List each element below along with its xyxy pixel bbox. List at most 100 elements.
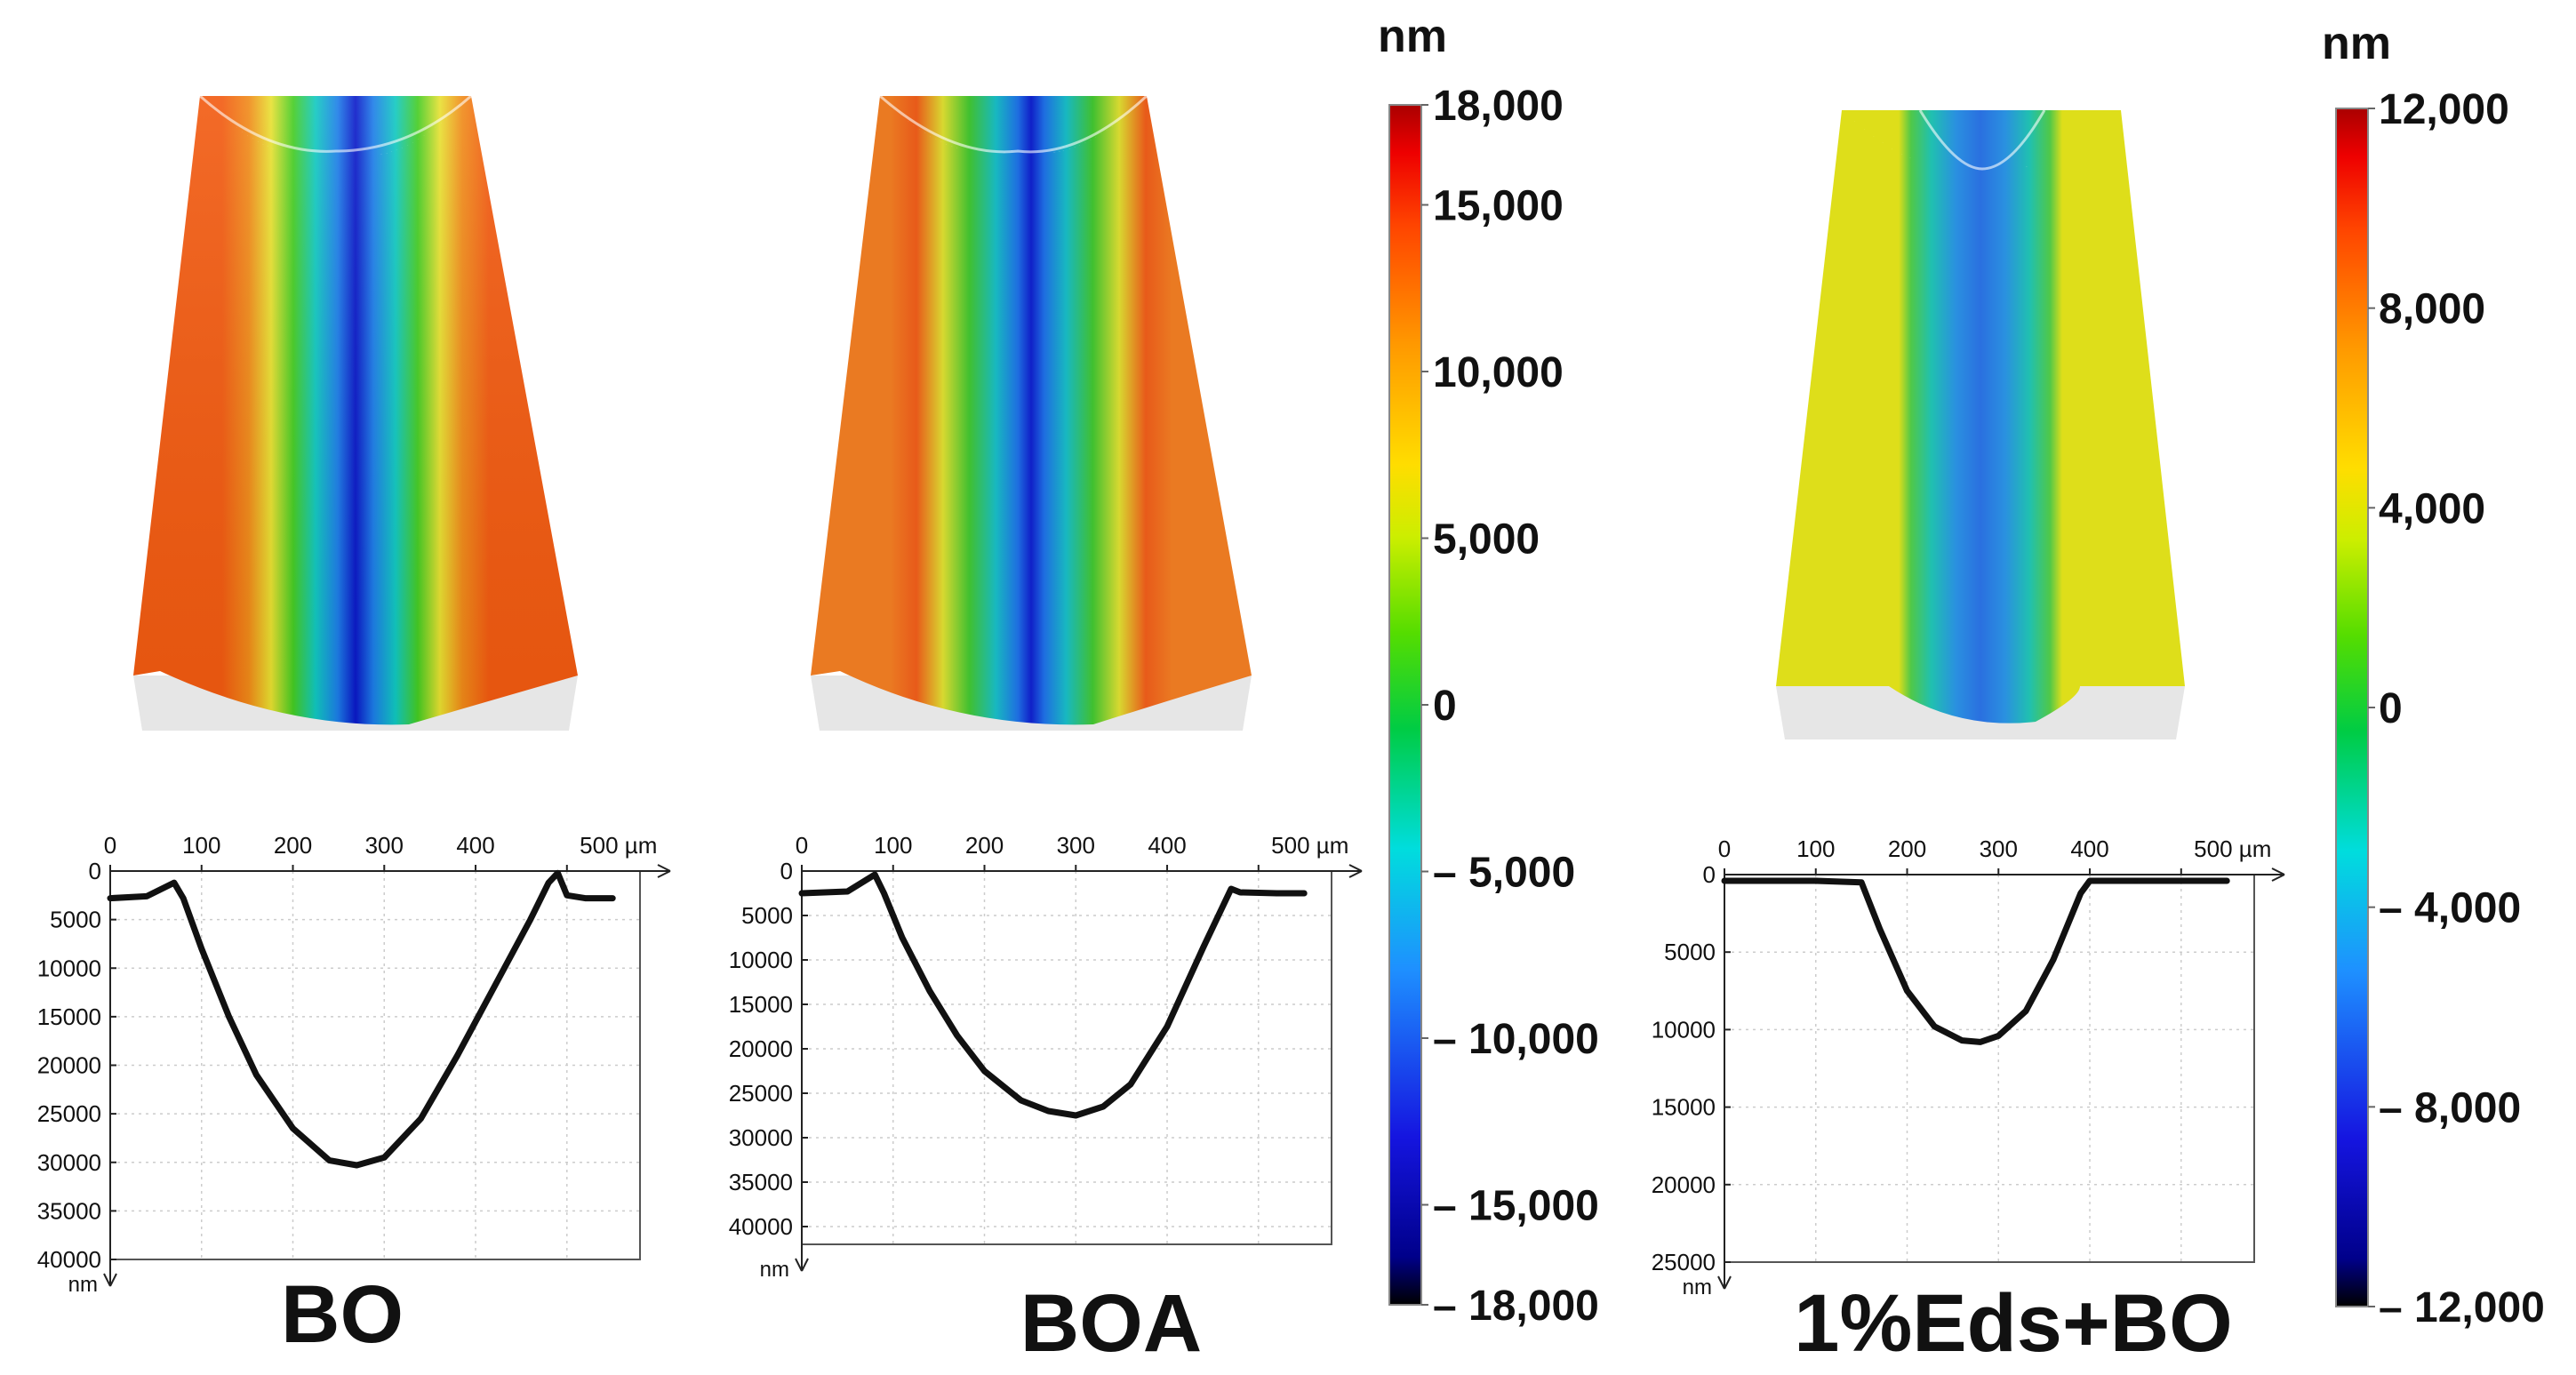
profile-point xyxy=(2132,878,2138,883)
profile-point xyxy=(454,1053,460,1059)
surface-map-eds-bo xyxy=(1776,109,2185,739)
profile-point xyxy=(2051,957,2056,963)
profile-y-tick-label: 10000 xyxy=(37,955,101,981)
profile-y-unit-label: nm xyxy=(68,1273,98,1297)
profile-x-tick-label: 100 xyxy=(182,832,220,859)
colorbar-1-unit: nm xyxy=(1378,11,1447,62)
profile-point xyxy=(327,1158,332,1163)
profile-y-tick-label: 0 xyxy=(1703,861,1716,888)
profile-x-tick-label: 300 xyxy=(1980,835,2018,862)
colorbar-2-bar xyxy=(2335,108,2369,1307)
profile-point xyxy=(1128,1082,1133,1087)
profile-x-tick-label: 100 xyxy=(874,832,912,859)
profile-point xyxy=(982,1068,988,1074)
profile-point xyxy=(227,1014,232,1019)
profile-x-tick-label: 300 xyxy=(1057,832,1095,859)
profile-x-tick-label: 0 xyxy=(1718,835,1731,862)
profile-point xyxy=(881,891,886,896)
profile-point xyxy=(1978,1039,1983,1044)
profile-y-unit-label: nm xyxy=(760,1258,789,1282)
colorbar-1-tick-label: – 15,000 xyxy=(1433,1183,1599,1230)
profile-frame xyxy=(801,870,1332,1245)
profile-y-tick-label: 15000 xyxy=(37,1003,101,1030)
colorbar-2-tick-label: 12,000 xyxy=(2379,86,2509,133)
profile-x-tick-label: 100 xyxy=(1796,835,1835,862)
profile-x-tick-label: 400 xyxy=(2070,835,2108,862)
profile-y-tick-label: 5000 xyxy=(1664,939,1716,965)
profile-x-tick-label: 0 xyxy=(104,832,116,859)
profile-point xyxy=(180,896,186,901)
profile-point xyxy=(1813,878,1819,883)
sample-label-bo: BO xyxy=(281,1269,404,1360)
profile-y-tick-label: 40000 xyxy=(37,1246,101,1273)
profile-point xyxy=(528,917,533,923)
profile-point xyxy=(556,870,561,875)
colorbar-2-tick-label: 0 xyxy=(2379,685,2403,732)
profile-x-tick-label: 0 xyxy=(796,832,808,859)
profile-line xyxy=(107,869,616,1169)
profile-point xyxy=(872,872,877,877)
colorbar-2: nm 12,000 8,000 4,000 0 – 4,000 – 8,000 – 12,0… xyxy=(2322,18,2545,1331)
sample-label-eds-bo: 1%Eds+BO xyxy=(1794,1278,2232,1369)
profile-x-tick-label: 400 xyxy=(1148,832,1186,859)
profile-point xyxy=(1722,878,1727,883)
profile-point xyxy=(582,896,588,901)
profile-point xyxy=(1228,886,1234,891)
colorbar-1-tick-label: – 5,000 xyxy=(1433,850,1575,897)
profile-point xyxy=(418,1116,423,1122)
profile-point xyxy=(1019,1098,1024,1103)
profile-y-unit-label: nm xyxy=(1683,1275,1712,1299)
surface-map-bo-texture xyxy=(133,96,578,725)
profile-plot-eds-bo: 0 100 200 300 400 500 µm 0 5000 10000 15000 20000 2… xyxy=(1652,835,2285,1299)
profile-point xyxy=(1996,1033,2001,1038)
profile-y-tick-label: 30000 xyxy=(729,1124,793,1151)
profile-plot-bo: 0 100 200 300 400 500 µm 0 5000 10000 15000 20000 2… xyxy=(37,832,671,1297)
profile-y-tick-label: 15000 xyxy=(1652,1094,1716,1121)
colorbar-2-tick-label: – 4,000 xyxy=(2379,885,2521,932)
profile-point xyxy=(1932,1024,1937,1029)
profile-point xyxy=(2224,878,2229,883)
surface-map-boa xyxy=(811,94,1252,731)
profile-point xyxy=(1959,1038,1964,1043)
profile-point xyxy=(2087,878,2092,883)
profile-point xyxy=(1301,891,1307,896)
profile-line xyxy=(1721,877,2230,1045)
profile-y-tick-label: 35000 xyxy=(37,1197,101,1224)
colorbar-1-tick-label: 10,000 xyxy=(1433,349,1564,396)
profile-y-tick-label: 40000 xyxy=(729,1213,793,1240)
surface-map-eds-bo-face xyxy=(1776,110,2185,723)
profile-y-tick-label: 20000 xyxy=(37,1052,101,1079)
colorbar-2-tick-label: 8,000 xyxy=(2379,286,2485,333)
colorbar-1-tick-label: 18,000 xyxy=(1433,83,1564,130)
profile-y-tick-label: 35000 xyxy=(729,1169,793,1195)
profile-point xyxy=(927,988,932,994)
colorbar-1-tick-label: 15,000 xyxy=(1433,183,1564,230)
profile-y-tick-label: 30000 xyxy=(37,1149,101,1176)
profile-point xyxy=(2023,1008,2028,1013)
profile-y-tick-label: 15000 xyxy=(729,991,793,1018)
profile-point xyxy=(564,892,570,898)
profile-x-tick-label: 500 µm xyxy=(2194,835,2271,862)
profile-line xyxy=(798,871,1308,1119)
profile-point xyxy=(610,896,615,901)
surface-map-boa-groove-top xyxy=(879,94,1148,154)
colorbar-1-tick-label: 0 xyxy=(1433,683,1457,730)
profile-x-arrow xyxy=(657,864,671,878)
profile-x-tick-label: 200 xyxy=(1888,835,1926,862)
profile-y-tick-label: 10000 xyxy=(729,947,793,973)
profile-plot-boa: 0 100 200 300 400 500 µm 0 5000 10000 15000 20000 2… xyxy=(729,832,1363,1282)
colorbar-2-ticks: 12,000 8,000 4,000 0 – 4,000 – 8,000 – 12,000 xyxy=(2368,86,2545,1331)
profile-y-arrow xyxy=(103,1273,117,1287)
profile-point xyxy=(108,896,113,901)
profile-point xyxy=(1164,1024,1170,1029)
colorbar-2-unit: nm xyxy=(2322,18,2391,69)
profile-point xyxy=(1859,880,1864,885)
colorbar-2-tick-label: – 12,000 xyxy=(2379,1284,2545,1331)
profile-point xyxy=(844,889,850,894)
profile-point xyxy=(900,935,905,940)
profile-x-tick-label: 200 xyxy=(274,832,312,859)
profile-point xyxy=(1201,944,1206,949)
colorbar-1-tick-label: – 18,000 xyxy=(1433,1283,1599,1330)
sample-label-boa: BOA xyxy=(1020,1278,1202,1369)
